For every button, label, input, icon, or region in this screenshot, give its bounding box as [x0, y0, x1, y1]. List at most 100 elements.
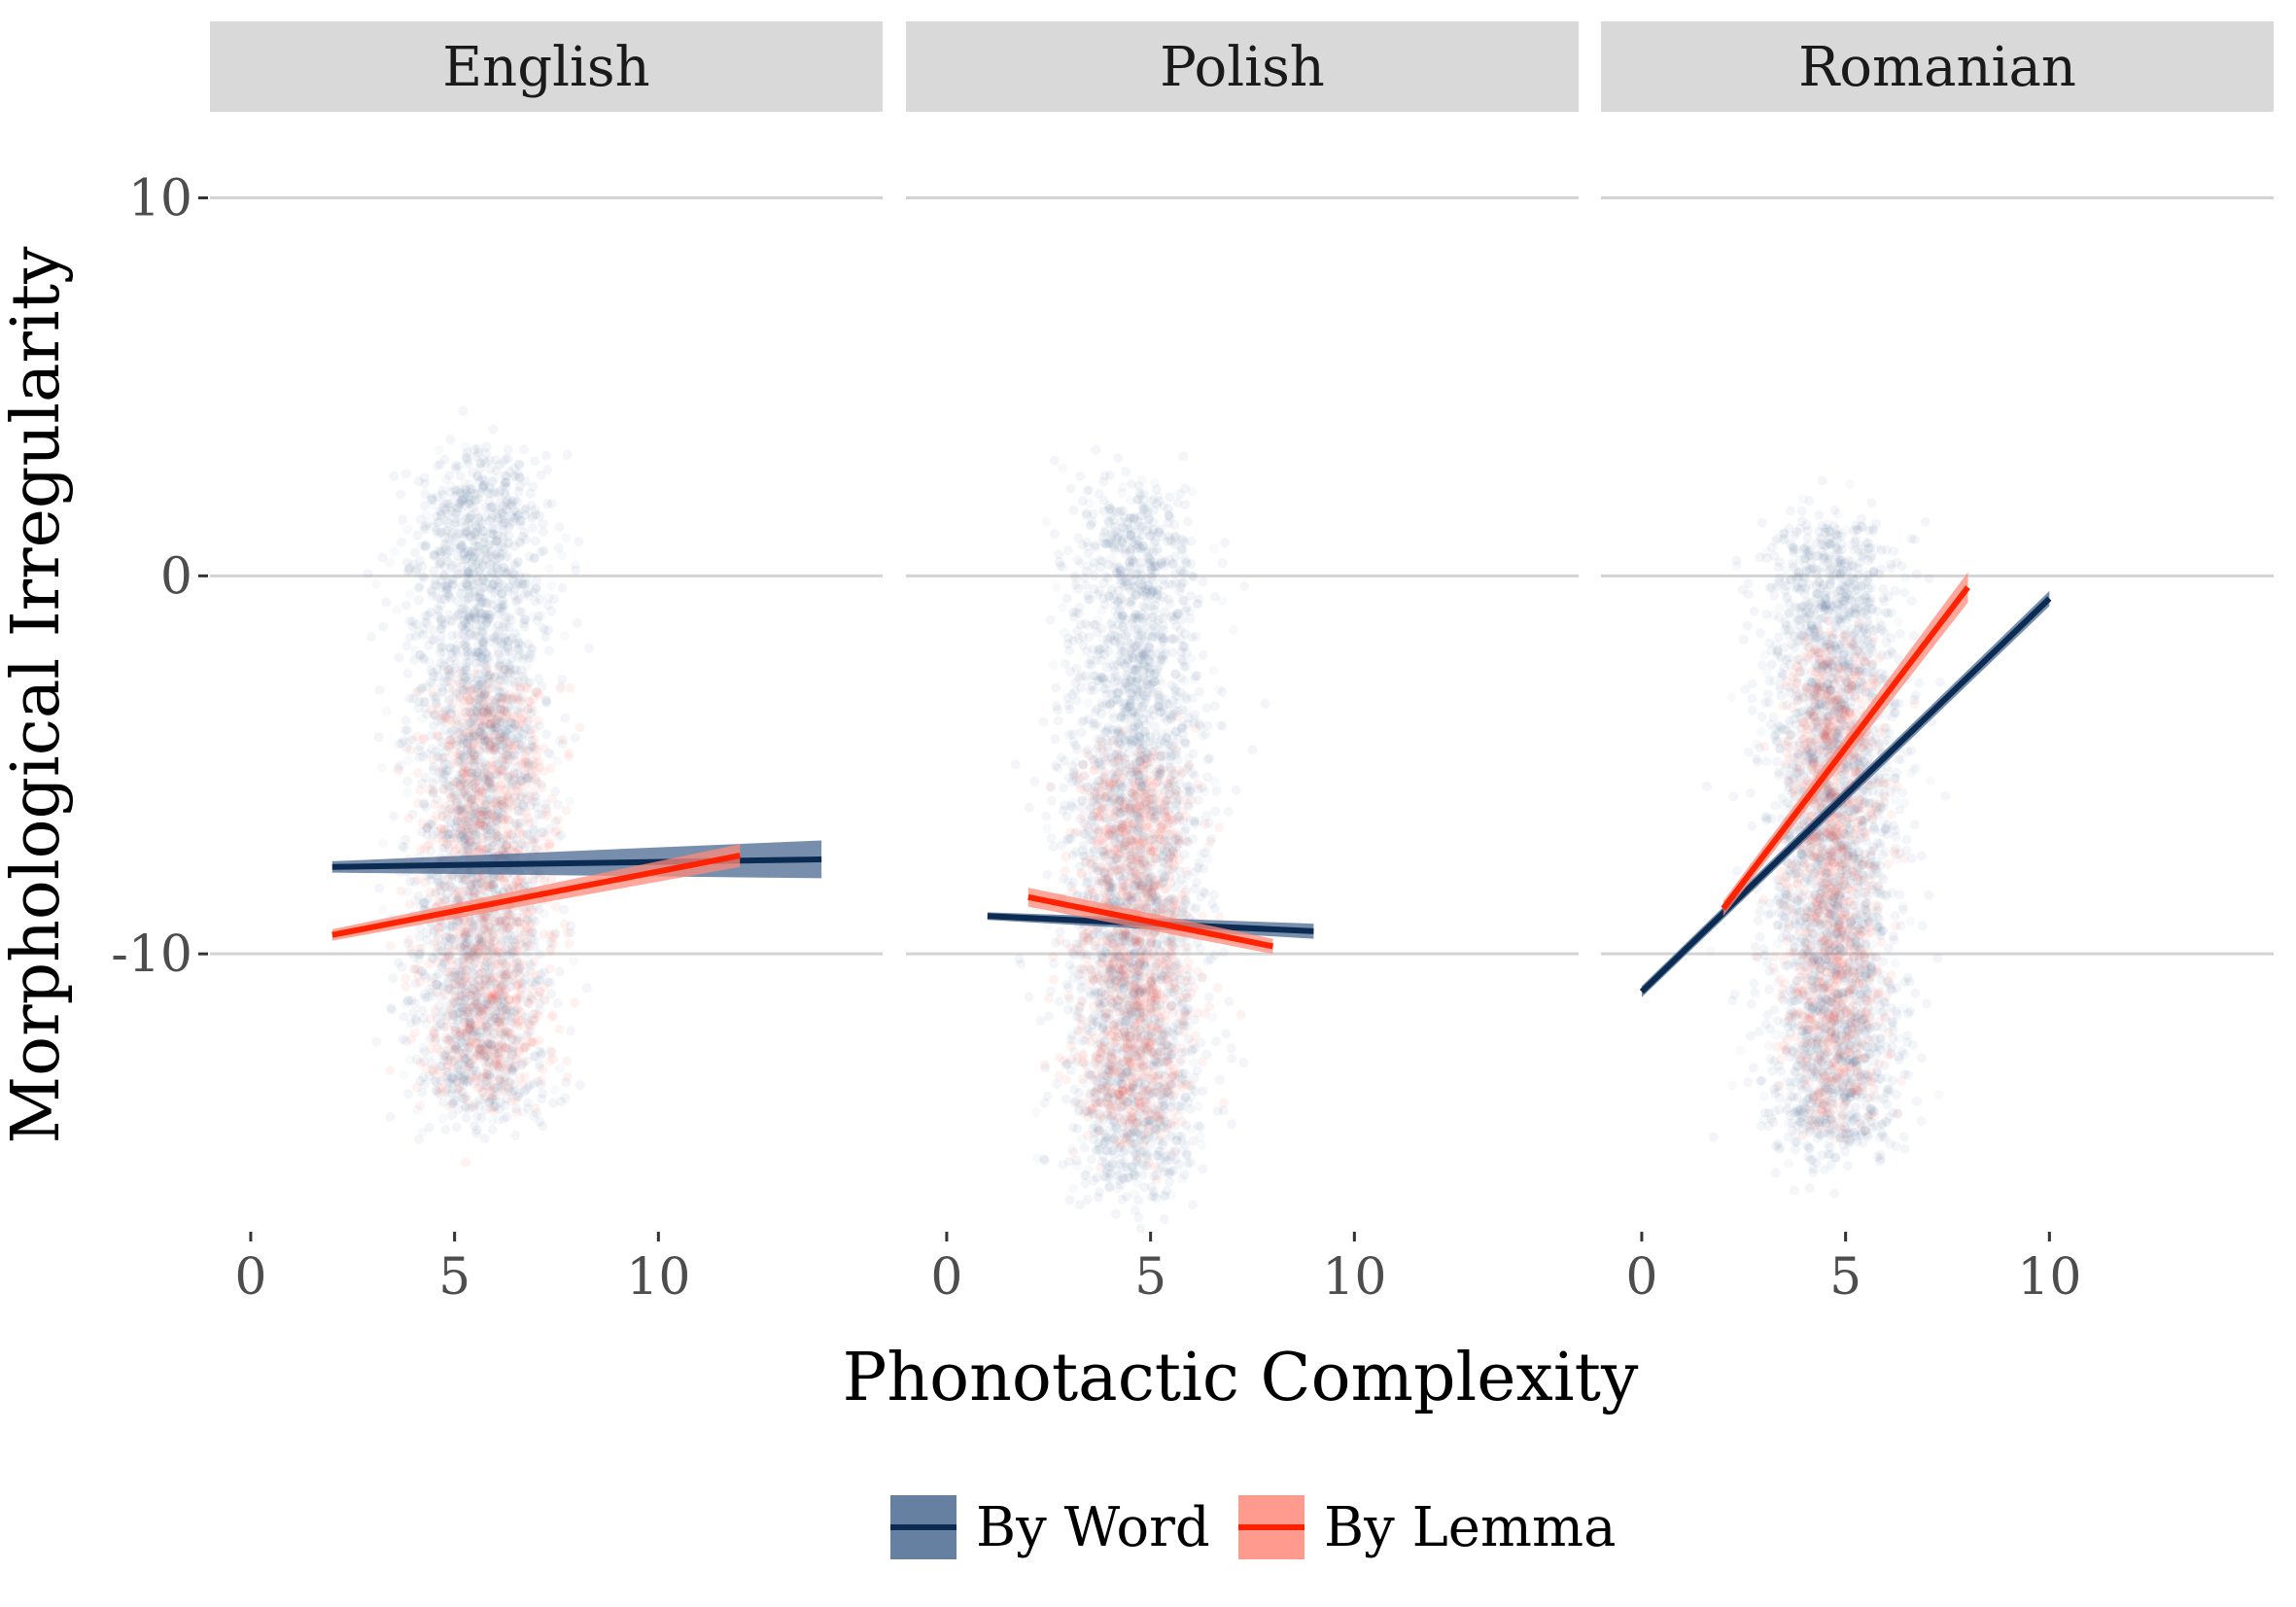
data-point [503, 453, 513, 464]
data-point [1075, 471, 1086, 481]
data-point [442, 1084, 453, 1095]
data-point [417, 561, 428, 572]
data-point [482, 811, 493, 821]
data-point [450, 787, 461, 797]
data-point [479, 1133, 490, 1143]
data-point [420, 1079, 430, 1090]
data-point [481, 1080, 492, 1091]
data-point [479, 689, 490, 700]
data-point [443, 967, 454, 977]
data-point [445, 498, 456, 508]
data-point [481, 598, 492, 609]
data-point [453, 461, 464, 472]
data-point [495, 966, 505, 977]
data-point [483, 745, 493, 755]
data-point [468, 793, 477, 804]
data-point [560, 533, 571, 543]
data-point [509, 505, 520, 515]
data-point [474, 1006, 485, 1017]
data-point [480, 1076, 491, 1086]
data-point [456, 942, 467, 953]
data-point [501, 482, 511, 493]
data-point [488, 529, 499, 540]
data-point [473, 647, 484, 657]
data-point [418, 898, 429, 908]
data-point [436, 741, 447, 751]
data-point [400, 973, 411, 984]
data-point [503, 912, 513, 923]
data-point [475, 819, 485, 829]
data-point [371, 578, 382, 589]
data-point [470, 828, 481, 839]
data-point [1061, 1094, 1071, 1104]
data-point [502, 772, 512, 783]
data-point [493, 585, 504, 596]
data-point [494, 661, 504, 672]
data-point [471, 771, 481, 782]
data-point [514, 460, 525, 471]
data-point [524, 761, 535, 772]
data-point [485, 1072, 496, 1083]
data-point [491, 549, 502, 560]
data-point [460, 996, 470, 1006]
data-point [461, 1112, 471, 1123]
data-point [455, 1066, 466, 1076]
data-point [418, 751, 429, 762]
data-point [568, 956, 578, 966]
data-point [392, 605, 402, 615]
data-point [436, 1038, 447, 1049]
data-point [482, 999, 493, 1010]
data-point [494, 460, 504, 471]
data-point [475, 985, 486, 996]
data-point [1201, 703, 1212, 714]
data-point [438, 660, 449, 671]
data-point [436, 616, 447, 627]
data-point [456, 541, 467, 551]
data-point [476, 518, 487, 529]
data-point [399, 1069, 409, 1080]
data-point [496, 1077, 506, 1088]
data-point [522, 775, 533, 786]
data-point [492, 575, 502, 585]
data-point [459, 928, 470, 939]
data-point [467, 926, 477, 937]
data-point [475, 786, 486, 797]
data-point [477, 777, 488, 787]
data-point [377, 904, 388, 915]
data-point [1068, 505, 1079, 515]
data-point [472, 996, 483, 1007]
data-point [470, 839, 481, 850]
data-point [480, 1052, 491, 1063]
data-point [436, 804, 447, 815]
data-point [506, 1065, 517, 1075]
data-point [502, 504, 511, 514]
data-point [504, 741, 514, 751]
data-point [487, 622, 498, 633]
data-point [495, 916, 505, 926]
data-point [456, 665, 467, 676]
data-point [512, 652, 523, 663]
data-point [534, 1063, 544, 1073]
data-point [513, 510, 524, 520]
data-point [500, 664, 510, 675]
data-point [464, 518, 474, 529]
data-point [527, 834, 538, 845]
data-point [498, 458, 508, 469]
data-point [414, 931, 425, 942]
data-point [394, 652, 404, 663]
data-point [403, 813, 414, 823]
data-point [492, 630, 503, 640]
data-point [565, 682, 575, 693]
data-point [431, 888, 440, 898]
data-point [456, 540, 466, 550]
data-point [1227, 1119, 1236, 1130]
data-point [503, 636, 513, 646]
data-point [544, 963, 555, 974]
data-point [411, 1014, 421, 1025]
data-point [507, 833, 518, 844]
data-point [476, 936, 487, 947]
data-point [405, 745, 416, 755]
data-point [504, 910, 514, 921]
data-point [483, 771, 494, 781]
data-point [538, 827, 548, 838]
